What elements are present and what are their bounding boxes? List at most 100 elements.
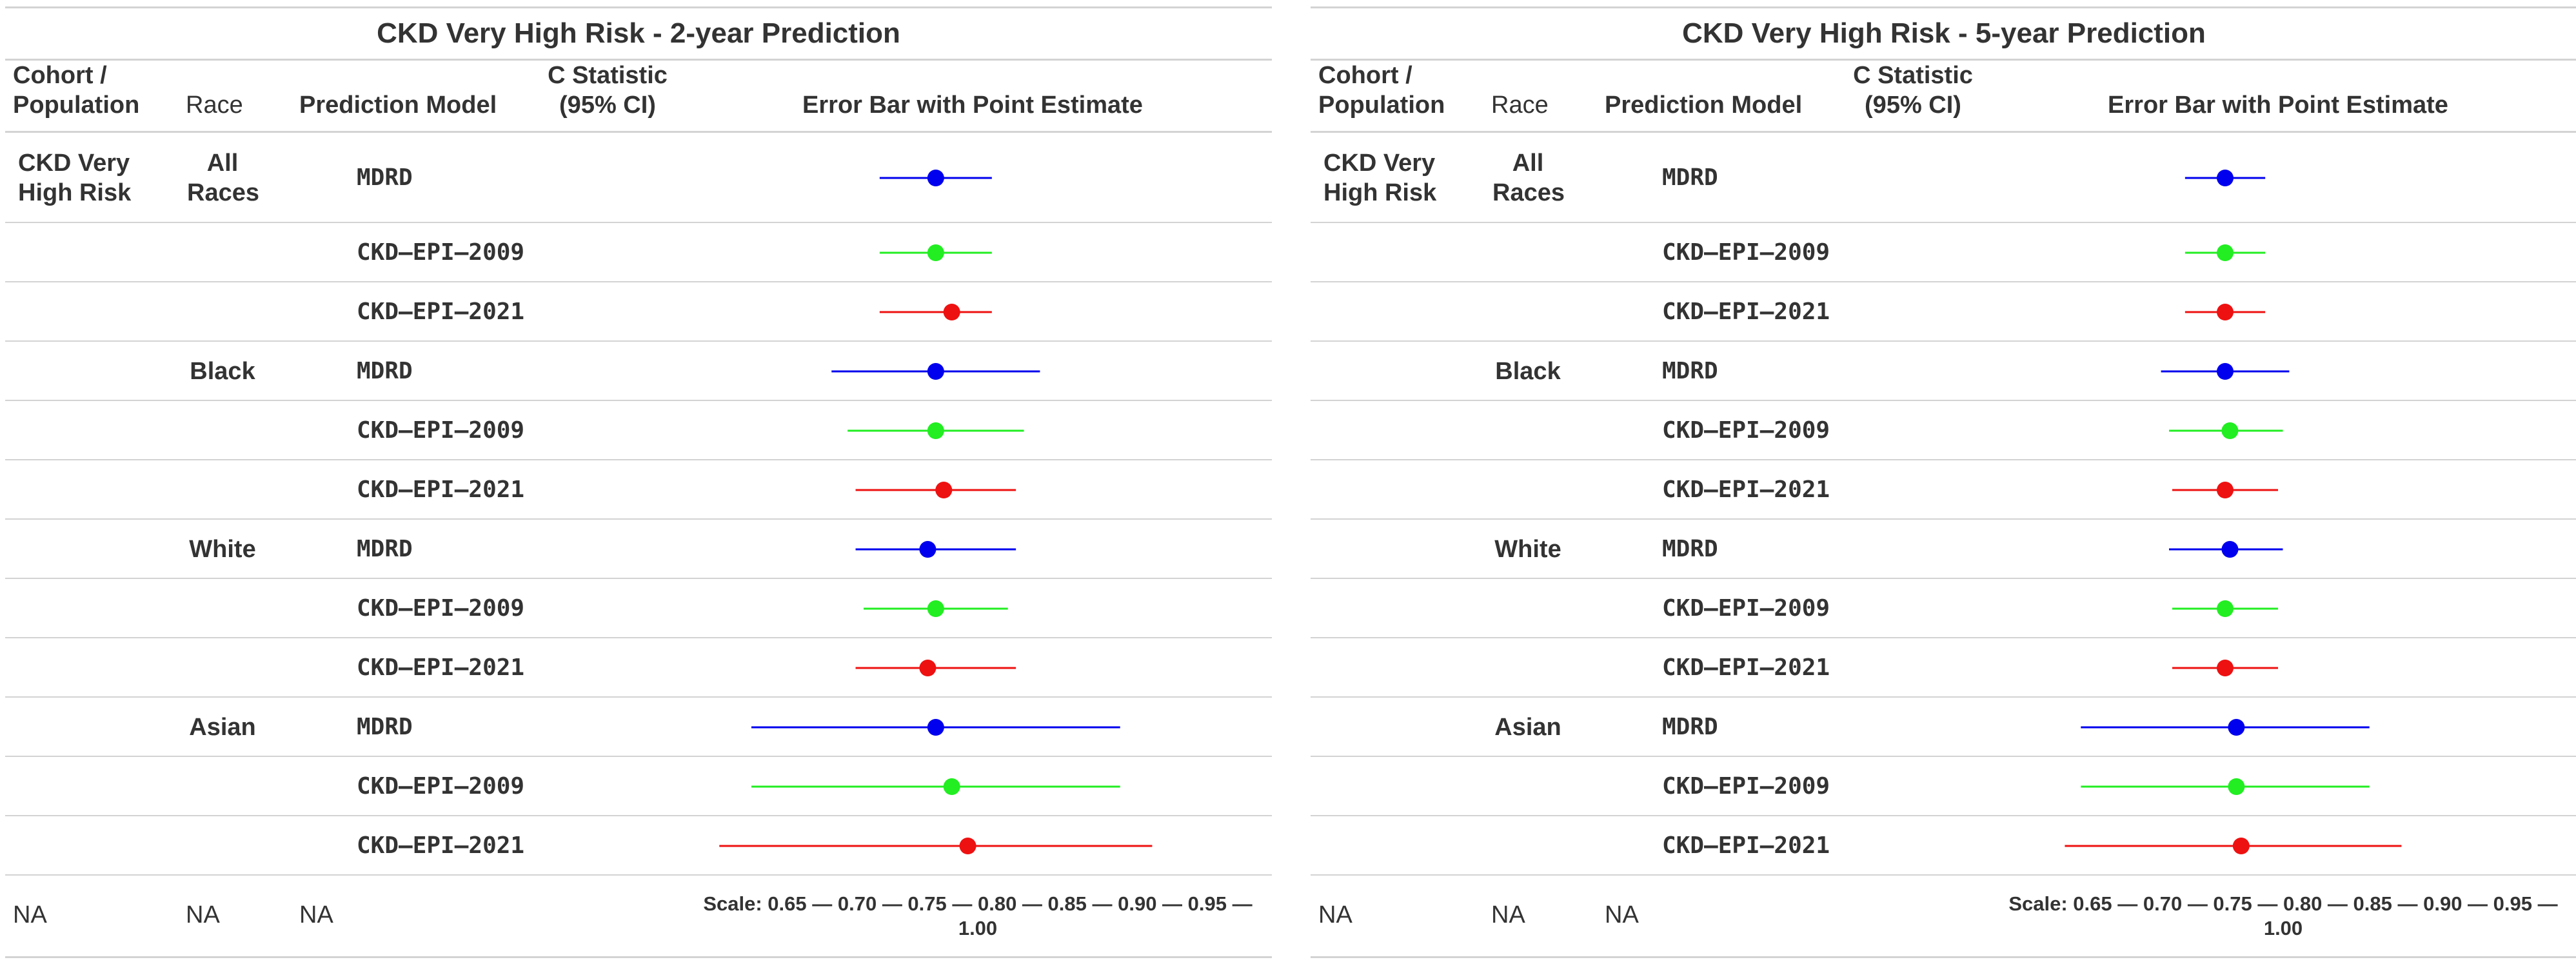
- row-divider: [1311, 281, 2576, 282]
- table-row: CKD–EPI–2021: [5, 460, 1272, 520]
- scale-note: Scale: 0.65 — 0.70 — 0.75 — 0.80 — 0.85 …: [703, 892, 1253, 939]
- row-divider: [1311, 756, 2576, 757]
- table-row: CKD–EPI–2021: [1311, 638, 2576, 698]
- model-label: CKD–EPI–2009: [357, 239, 525, 266]
- header-divider: [5, 131, 1272, 133]
- row-divider: [5, 281, 1272, 282]
- row-divider: [5, 222, 1272, 223]
- footer-race-na: NA: [1491, 901, 1525, 928]
- row-divider: [5, 340, 1272, 342]
- column-header-model: Prediction Model: [1605, 92, 1803, 119]
- race-label: Asian: [189, 714, 256, 741]
- race-label: Black: [190, 358, 255, 385]
- column-header-race: Race: [1491, 92, 1549, 119]
- footer-model-na: NA: [299, 901, 333, 928]
- race-label: All Races: [1492, 150, 1565, 206]
- row-divider: [1311, 578, 2576, 579]
- row-divider: [1311, 874, 2576, 876]
- table-row: CKD–EPI–2009: [1311, 223, 2576, 282]
- model-label: MDRD: [357, 164, 413, 191]
- table-row: CKD–EPI–2009: [5, 401, 1272, 460]
- forest-panel-5-year: CKD Very High Risk - 5-year Prediction Co…: [1311, 0, 2576, 962]
- race-label: Black: [1495, 358, 1561, 385]
- row-divider: [1311, 340, 2576, 342]
- column-header-race: Race: [186, 92, 243, 119]
- model-label: CKD–EPI–2009: [357, 773, 525, 800]
- bottom-divider: [5, 956, 1272, 958]
- column-header-cohort: Cohort / Population: [13, 62, 140, 119]
- model-label: CKD–EPI–2009: [1662, 239, 1830, 266]
- chart-title: CKD Very High Risk - 2-year Prediction: [5, 6, 1272, 61]
- row-divider: [1311, 696, 2576, 698]
- row-divider: [5, 756, 1272, 757]
- row-divider: [5, 696, 1272, 698]
- footer-model-na: NA: [1605, 901, 1639, 928]
- table-row: White MDRD: [5, 520, 1272, 579]
- model-label: MDRD: [1662, 714, 1718, 740]
- table-row: CKD–EPI–2009: [1311, 757, 2576, 816]
- race-label: Asian: [1494, 714, 1561, 741]
- row-divider: [5, 874, 1272, 876]
- table-row: Black MDRD: [5, 342, 1272, 401]
- model-label: CKD–EPI–2021: [1662, 654, 1830, 681]
- model-label: CKD–EPI–2021: [357, 299, 525, 325]
- model-label: CKD–EPI–2021: [357, 654, 525, 681]
- row-divider: [5, 400, 1272, 401]
- footer-cohort-na: NA: [13, 901, 47, 928]
- forest-panel-2-year: CKD Very High Risk - 2-year Prediction Co…: [5, 0, 1272, 962]
- table-row: CKD–EPI–2009: [1311, 401, 2576, 460]
- row-divider: [5, 815, 1272, 816]
- race-label: All Races: [187, 150, 259, 206]
- column-header-errorbar: Error Bar with Point Estimate: [802, 92, 1143, 119]
- table-row: Black MDRD: [1311, 342, 2576, 401]
- cohort-label: CKD Very High Risk: [1323, 150, 1437, 206]
- column-header-cstat: C Statistic (95% CI): [548, 62, 668, 119]
- model-label: CKD–EPI–2009: [1662, 595, 1830, 622]
- chart-title: CKD Very High Risk - 5-year Prediction: [1311, 6, 2576, 61]
- row-divider: [5, 578, 1272, 579]
- header-divider: [1311, 131, 2576, 133]
- table-row: CKD Very High Risk All Races MDRD: [5, 133, 1272, 223]
- column-header-model: Prediction Model: [299, 92, 497, 119]
- table-row: CKD–EPI–2009: [5, 579, 1272, 638]
- model-label: CKD–EPI–2021: [1662, 832, 1830, 859]
- table-row: CKD Very High Risk All Races MDRD: [1311, 133, 2576, 223]
- row-divider: [1311, 518, 2576, 520]
- row-divider: [5, 637, 1272, 638]
- table-row: CKD–EPI–2021: [1311, 282, 2576, 342]
- table-row: CKD–EPI–2021: [5, 638, 1272, 698]
- table-row: Asian MDRD: [5, 698, 1272, 757]
- model-label: MDRD: [357, 536, 413, 562]
- column-header-cohort: Cohort / Population: [1318, 62, 1445, 119]
- footer-race-na: NA: [186, 901, 220, 928]
- table-row: White MDRD: [1311, 520, 2576, 579]
- model-label: MDRD: [357, 714, 413, 740]
- row-divider: [5, 518, 1272, 520]
- table-row: CKD–EPI–2009: [1311, 579, 2576, 638]
- bottom-divider: [1311, 956, 2576, 958]
- model-label: CKD–EPI–2021: [357, 476, 525, 503]
- scale-note: Scale: 0.65 — 0.70 — 0.75 — 0.80 — 0.85 …: [2008, 892, 2558, 939]
- row-divider: [1311, 815, 2576, 816]
- model-label: CKD–EPI–2009: [1662, 417, 1830, 444]
- model-label: CKD–EPI–2009: [357, 417, 525, 444]
- footer-cohort-na: NA: [1318, 901, 1352, 928]
- model-label: CKD–EPI–2021: [1662, 299, 1830, 325]
- model-label: CKD–EPI–2009: [357, 595, 525, 622]
- model-label: MDRD: [1662, 536, 1718, 562]
- table-row: Asian MDRD: [1311, 698, 2576, 757]
- table-row: CKD–EPI–2021: [1311, 816, 2576, 876]
- table-row: CKD–EPI–2009: [5, 223, 1272, 282]
- table-row: CKD–EPI–2021: [5, 816, 1272, 876]
- table-row: CKD–EPI–2021: [5, 282, 1272, 342]
- table-row: CKD–EPI–2009: [5, 757, 1272, 816]
- race-label: White: [1494, 536, 1561, 563]
- model-label: CKD–EPI–2021: [1662, 476, 1830, 503]
- model-label: MDRD: [357, 358, 413, 384]
- model-label: MDRD: [1662, 358, 1718, 384]
- column-header-errorbar: Error Bar with Point Estimate: [2108, 92, 2448, 119]
- row-divider: [1311, 459, 2576, 460]
- column-header-cstat: C Statistic (95% CI): [1853, 62, 1973, 119]
- table-row: CKD–EPI–2021: [1311, 460, 2576, 520]
- cohort-label: CKD Very High Risk: [18, 150, 132, 206]
